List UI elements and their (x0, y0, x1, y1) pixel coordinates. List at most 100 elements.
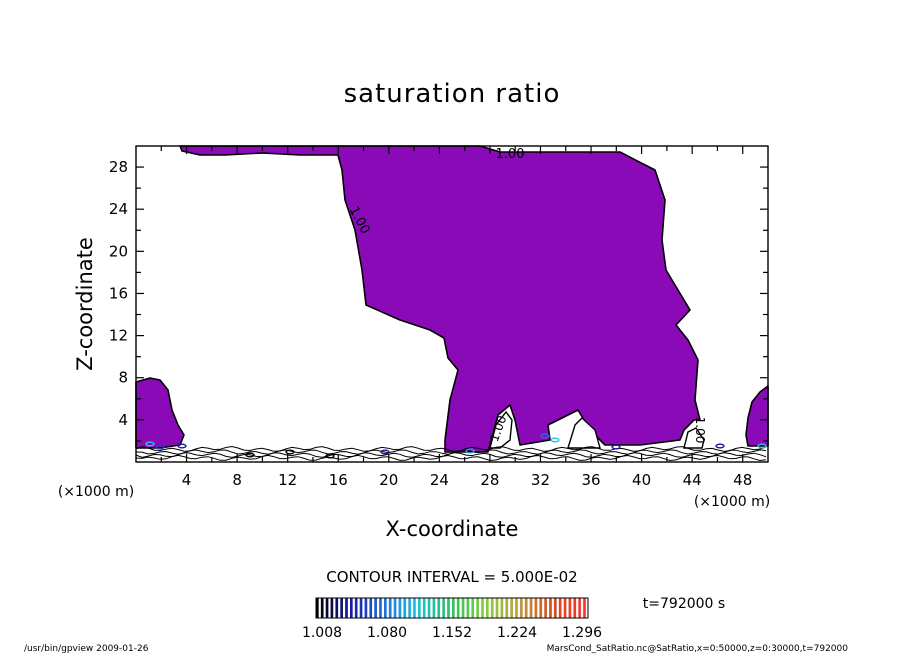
colorbar-label: 1.152 (432, 625, 472, 641)
right-saturated-region (745, 385, 769, 447)
colorbar-swatch (384, 598, 387, 618)
colorbar-swatch (447, 598, 450, 618)
surface-contours (135, 433, 767, 462)
surface-contour-line (135, 452, 767, 458)
y-tick-label: 8 (118, 369, 128, 387)
contour-label: 1.00 (693, 417, 707, 444)
surface-contour-blob (155, 444, 165, 450)
colorbar-swatch (398, 598, 402, 618)
y-tick-label: 24 (109, 200, 128, 218)
colorbar-swatch (471, 598, 475, 618)
colorbar-swatch (393, 598, 397, 618)
colorbar-swatch (583, 598, 586, 618)
footer-left: /usr/bin/gpview 2009-01-26 (24, 644, 149, 654)
surface-contour-blob (380, 449, 390, 455)
colorbar-swatch (388, 598, 392, 618)
chart-title: saturation ratio (344, 79, 561, 109)
colorbar-swatch (515, 598, 518, 618)
x-tick-label: 16 (329, 471, 348, 489)
x-tick-label: 4 (182, 471, 192, 489)
colorbar-swatch (364, 598, 368, 618)
x-tick-label: 44 (683, 471, 702, 489)
surface-contour-blob (177, 443, 187, 449)
x-tick-label: 40 (632, 471, 651, 489)
y-tick-label: 28 (109, 158, 128, 176)
colorbar-swatch (456, 598, 460, 618)
surface-contour-blob (465, 448, 475, 454)
time-label: t=792000 s (643, 596, 725, 612)
colorbar-swatch (432, 598, 436, 618)
y-tick-label: 16 (109, 284, 128, 302)
colorbar-swatch (563, 598, 567, 618)
surface-contour-blob (145, 441, 155, 447)
x-unit-label-right: (×1000 m) (694, 494, 770, 510)
x-tick-label: 28 (480, 471, 499, 489)
saturation-region (135, 145, 769, 453)
x-tick-label: 24 (430, 471, 449, 489)
colorbar-swatch (500, 598, 504, 618)
colorbar-swatch (374, 598, 377, 618)
colorbar-swatch (413, 598, 416, 618)
y-tick-label: 20 (109, 242, 128, 260)
x-tick-label: 48 (733, 471, 752, 489)
colorbar-swatch (345, 598, 348, 618)
colorbar-swatch (350, 598, 353, 618)
contour-interval: CONTOUR INTERVAL = 5.000E-02 (326, 568, 577, 586)
colorbar-label: 1.224 (497, 625, 537, 641)
colorbar-swatch (549, 598, 552, 618)
colorbar-swatch (578, 598, 581, 618)
colorbar-swatch (437, 598, 441, 618)
colorbar-swatch (573, 598, 577, 618)
surface-contour-blob (245, 452, 255, 458)
x-tick-label: 36 (581, 471, 600, 489)
colorbar: 1.008 1.080 1.152 1.224 1.296 (302, 597, 602, 641)
y-axis-title: Z-coordinate (73, 237, 97, 371)
colorbar-swatch (330, 598, 334, 618)
colorbar-swatch (495, 598, 499, 618)
footer-right: MarsCond_SatRatio.nc@SatRatio,x=0:50000,… (547, 644, 849, 654)
colorbar-swatch (359, 598, 363, 618)
colorbar-swatch (481, 598, 484, 618)
colorbar-swatch (335, 598, 339, 618)
colorbar-label: 1.296 (562, 625, 602, 641)
colorbar-swatch (325, 598, 329, 618)
surface-contour-line (135, 445, 767, 452)
surface-contour-line (135, 454, 767, 462)
saturated-region-hole (683, 427, 705, 449)
surface-contour-blob (285, 449, 295, 455)
colorbar-swatch (558, 598, 562, 618)
colorbar-swatch (452, 598, 455, 618)
x-tick-label: 32 (531, 471, 550, 489)
colorbar-swatch (461, 598, 465, 618)
colorbar-swatch (316, 598, 319, 618)
colorbar-swatch (510, 598, 513, 618)
surface-contour-blob (757, 443, 767, 449)
colorbar-swatch (568, 598, 572, 618)
plot-frame (135, 145, 769, 463)
colorbar-swatch (505, 598, 509, 618)
colorbar-swatch (379, 598, 382, 618)
colorbar-swatch (320, 598, 324, 618)
saturated-region-hole (489, 410, 513, 449)
colorbar-label: 1.008 (302, 625, 342, 641)
colorbar-swatch (427, 598, 431, 618)
surface-contour-blob (325, 453, 335, 459)
colorbar-swatch (486, 598, 489, 618)
colorbar-swatch (442, 598, 445, 618)
colorbar-swatch (354, 598, 358, 618)
colorbar-swatch (524, 598, 528, 618)
x-tick-label: 20 (379, 471, 398, 489)
colorbar-label: 1.080 (367, 625, 407, 641)
colorbar-swatch (408, 598, 411, 618)
contour-label: 1.00 (496, 147, 525, 162)
x-tick-label: 8 (232, 471, 242, 489)
colorbar-swatch (403, 598, 407, 618)
colorbar-swatch (476, 598, 479, 618)
x-unit-label-left: (×1000 m) (58, 484, 134, 500)
surface-contour-blob (550, 437, 560, 443)
saturated-region-hole (567, 417, 601, 449)
colorbar-swatch (369, 598, 373, 618)
y-tick-label: 12 (109, 327, 128, 345)
y-axis: 4 8 12 16 20 24 28 (109, 158, 768, 442)
colorbar-swatch (490, 598, 494, 618)
